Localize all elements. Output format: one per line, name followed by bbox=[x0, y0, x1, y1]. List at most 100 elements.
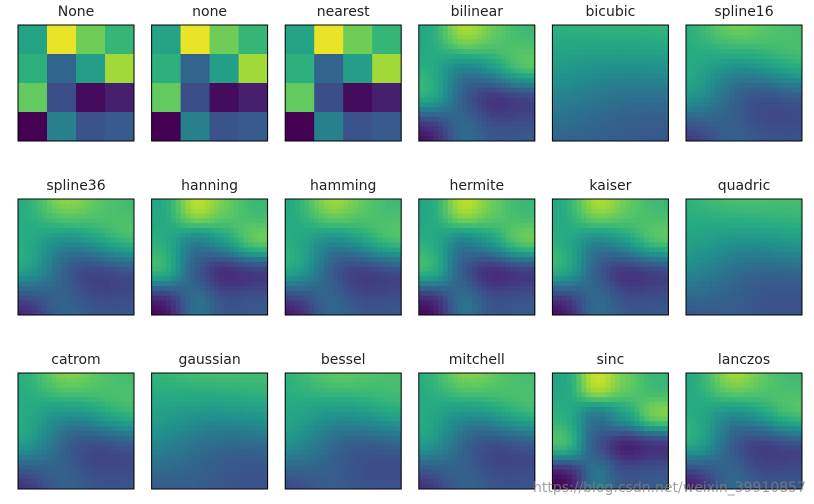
heatmap-cell bbox=[748, 242, 755, 248]
heatmap-cell bbox=[61, 242, 67, 248]
heatmap-cell bbox=[428, 121, 434, 127]
heatmap-cell bbox=[663, 29, 669, 36]
heatmap-cell bbox=[624, 247, 631, 253]
heatmap-cell bbox=[32, 223, 38, 229]
heatmap-cell bbox=[586, 286, 592, 292]
heatmap-cell bbox=[151, 228, 157, 234]
heatmap-cell bbox=[476, 78, 483, 84]
heatmap-cell bbox=[42, 252, 48, 258]
heatmap-cell bbox=[18, 199, 24, 205]
heatmap-cell bbox=[114, 257, 120, 263]
heatmap-cell bbox=[352, 203, 359, 210]
heatmap-cell bbox=[690, 208, 697, 214]
heatmap-cell bbox=[629, 208, 635, 214]
heatmap-cell bbox=[151, 252, 157, 258]
heatmap-cell bbox=[620, 199, 626, 205]
heatmap-cell bbox=[22, 286, 29, 292]
heatmap-cell bbox=[323, 232, 330, 239]
heatmap-cell bbox=[557, 126, 563, 132]
heatmap-cell bbox=[462, 63, 468, 69]
heatmap-cell bbox=[161, 261, 167, 268]
heatmap-cell bbox=[710, 29, 716, 36]
heatmap-cell bbox=[686, 39, 692, 45]
heatmap-cell bbox=[85, 228, 91, 234]
heatmap-cell bbox=[95, 252, 101, 258]
heatmap-cell bbox=[624, 136, 631, 142]
heatmap-cell bbox=[262, 228, 268, 234]
heatmap-cell bbox=[500, 295, 507, 301]
heatmap-cell bbox=[151, 232, 157, 239]
heatmap-cell bbox=[500, 97, 507, 103]
heatmap-cell bbox=[423, 92, 429, 98]
heatmap-cell bbox=[552, 247, 558, 253]
heatmap-cell bbox=[100, 237, 106, 243]
heatmap-cell bbox=[610, 39, 616, 45]
heatmap-cell bbox=[505, 92, 512, 98]
heatmap-cell bbox=[690, 49, 697, 55]
heatmap-cell bbox=[605, 29, 611, 36]
heatmap-cell bbox=[510, 228, 516, 234]
heatmap-cell bbox=[377, 266, 383, 272]
heatmap-cell bbox=[505, 237, 512, 243]
heatmap-cell bbox=[734, 257, 740, 263]
heatmap-cell bbox=[457, 49, 463, 55]
heatmap-cell bbox=[581, 73, 587, 79]
heatmap-cell bbox=[396, 232, 402, 239]
heatmap-cell bbox=[773, 247, 779, 253]
heatmap-cell bbox=[525, 203, 531, 210]
heatmap-cell bbox=[610, 58, 616, 65]
heatmap-cell bbox=[576, 63, 582, 69]
heatmap-cell bbox=[476, 266, 483, 272]
heatmap-cell bbox=[314, 276, 320, 282]
heatmap-cell bbox=[719, 213, 726, 219]
heatmap-cell bbox=[658, 310, 664, 316]
heatmap-cell bbox=[285, 237, 291, 243]
heatmap-cell bbox=[663, 295, 669, 301]
heatmap-cell bbox=[624, 271, 631, 277]
heatmap-cell bbox=[496, 121, 502, 127]
heatmap-cell bbox=[27, 271, 33, 277]
heatmap-cell bbox=[782, 63, 788, 69]
heatmap-cell bbox=[396, 261, 402, 268]
heatmap-cell bbox=[161, 286, 167, 292]
heatmap-cell bbox=[447, 107, 454, 113]
heatmap-cell bbox=[248, 232, 254, 239]
heatmap-cell bbox=[629, 29, 635, 36]
heatmap-cell bbox=[629, 126, 635, 132]
heatmap-cell bbox=[505, 232, 512, 239]
heatmap-cell bbox=[773, 97, 779, 103]
heatmap-cell bbox=[299, 242, 305, 248]
heatmap-cell bbox=[566, 116, 573, 123]
heatmap-cell bbox=[586, 131, 592, 137]
heatmap-cell bbox=[209, 218, 215, 224]
heatmap-cell bbox=[85, 247, 91, 253]
heatmap-cell bbox=[262, 242, 268, 248]
heatmap-cell bbox=[562, 257, 568, 263]
heatmap-cell bbox=[476, 112, 483, 118]
heatmap-cell bbox=[773, 218, 779, 224]
heatmap-cell bbox=[595, 237, 602, 243]
heatmap-cell bbox=[467, 73, 473, 79]
heatmap-cell bbox=[515, 237, 521, 243]
heatmap-cell bbox=[595, 49, 602, 55]
heatmap-cell bbox=[124, 290, 130, 297]
heatmap-cell bbox=[500, 58, 507, 65]
heatmap-cell bbox=[428, 112, 434, 118]
heatmap-cell bbox=[566, 34, 573, 40]
heatmap-cell bbox=[649, 276, 655, 282]
heatmap-cell bbox=[428, 126, 434, 132]
heatmap-cell bbox=[510, 87, 516, 94]
heatmap-cell bbox=[610, 286, 616, 292]
heatmap-cell bbox=[433, 116, 439, 123]
heatmap-cell bbox=[797, 232, 803, 239]
heatmap-cell bbox=[515, 102, 521, 108]
heatmap-cell bbox=[119, 300, 125, 306]
heatmap-cell bbox=[649, 290, 655, 297]
heatmap-cell bbox=[715, 203, 721, 210]
heatmap-cell bbox=[119, 252, 125, 258]
heatmap-cell bbox=[381, 223, 388, 229]
heatmap-cell bbox=[624, 242, 631, 248]
heatmap-cell bbox=[515, 305, 521, 311]
heatmap-cell bbox=[391, 257, 397, 263]
heatmap-cell bbox=[90, 213, 96, 219]
